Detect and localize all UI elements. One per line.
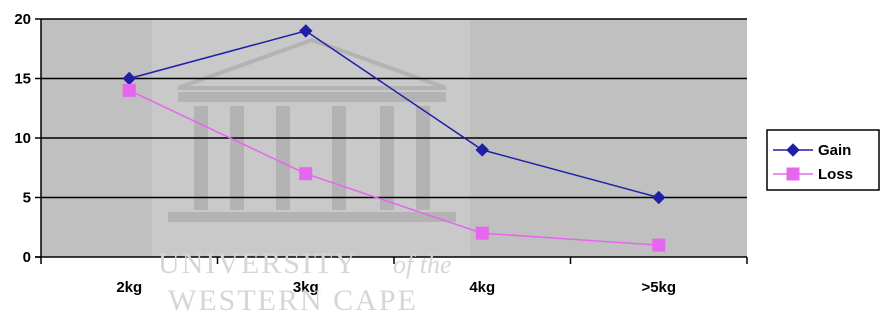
x-tick-label: 3kg bbox=[293, 279, 319, 296]
legend-marker-loss bbox=[786, 167, 800, 181]
x-tick-labels: 2kg 3kg 4kg >5kg bbox=[116, 279, 676, 296]
y-tick-label: 0 bbox=[23, 249, 31, 266]
watermark-line2: WESTERN CAPE bbox=[168, 284, 418, 317]
series-gain bbox=[122, 24, 666, 205]
y-tick-label: 20 bbox=[14, 11, 31, 28]
series-line-loss bbox=[128, 89, 659, 246]
gridlines bbox=[41, 18, 747, 199]
series-layer bbox=[122, 24, 666, 252]
y-tick-label: 5 bbox=[23, 190, 31, 207]
axes bbox=[35, 18, 748, 264]
watermark-entablature bbox=[178, 92, 446, 102]
point-loss bbox=[122, 83, 136, 97]
x-tick-label: >5kg bbox=[641, 279, 676, 296]
legend-item-gain: Gain bbox=[773, 142, 851, 159]
legend-label-loss: Loss bbox=[818, 166, 853, 183]
legend: Gain Loss bbox=[766, 129, 880, 191]
point-loss bbox=[299, 167, 313, 181]
x-tick-label: 4kg bbox=[469, 279, 495, 296]
point-loss bbox=[475, 226, 489, 240]
legend-marker-gain bbox=[786, 143, 800, 157]
point-gain bbox=[652, 190, 666, 205]
legend-item-loss: Loss bbox=[773, 166, 853, 183]
y-tick-label: 15 bbox=[14, 71, 31, 88]
y-tick-label: 10 bbox=[14, 130, 31, 147]
x-tick-label: 2kg bbox=[116, 279, 142, 296]
y-tick-labels: 0 5 10 15 20 bbox=[14, 11, 31, 266]
point-loss bbox=[652, 238, 666, 252]
point-gain bbox=[475, 143, 489, 157]
watermark-base bbox=[168, 212, 456, 222]
series-loss bbox=[122, 83, 666, 252]
watermark-pediment bbox=[177, 37, 447, 90]
watermark-text: UNIVERSITY of the WESTERN CAPE bbox=[158, 247, 452, 317]
legend-label-gain: Gain bbox=[818, 142, 851, 159]
legend-box bbox=[766, 129, 880, 191]
watermark-line1-italic: of the bbox=[393, 250, 452, 279]
point-gain bbox=[299, 24, 313, 38]
watermark-line1: UNIVERSITY bbox=[158, 247, 358, 280]
series-line-gain bbox=[129, 30, 659, 199]
